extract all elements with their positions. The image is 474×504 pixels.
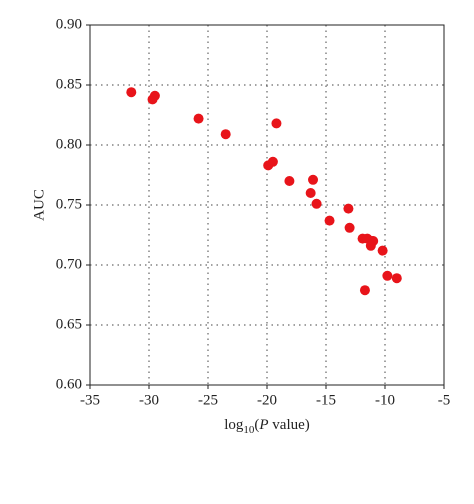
y-axis-label: AUC [31, 189, 47, 221]
point [344, 222, 355, 233]
y-tick-label: 0.70 [56, 256, 82, 272]
point [377, 245, 388, 256]
point [365, 240, 376, 251]
x-tick-label: -10 [375, 392, 395, 408]
point [284, 176, 295, 186]
x-tick-label: -35 [80, 392, 100, 408]
x-label-part: ( [254, 417, 259, 433]
x-tick-label: -15 [316, 392, 336, 408]
x-axis-label: log10(P value) [224, 417, 310, 435]
point [220, 129, 231, 140]
x-tick-label: -5 [438, 392, 451, 408]
y-tick-label: 0.60 [56, 376, 82, 392]
plot-frame [89, 24, 445, 386]
y-tick-label: 0.65 [56, 316, 82, 332]
y-tick-label: 0.75 [56, 196, 82, 212]
x-tick-label: -20 [257, 392, 277, 408]
x-tick-label: -25 [198, 392, 218, 408]
x-label-sub: 10 [243, 424, 255, 436]
point [324, 215, 335, 226]
point [271, 118, 282, 129]
x-label-part: value) [269, 417, 310, 433]
point [311, 198, 322, 209]
y-tick-label: 0.80 [56, 136, 82, 152]
point [149, 90, 160, 101]
point [343, 203, 354, 214]
x-tick-label: -30 [139, 392, 159, 408]
point [126, 87, 137, 98]
point [359, 285, 370, 296]
point [267, 156, 278, 167]
y-tick-label: 0.85 [56, 76, 82, 92]
point [308, 174, 319, 185]
x-label-part: P [258, 417, 268, 433]
point [305, 188, 316, 198]
x-label-part: log [224, 417, 244, 433]
y-tick-label: 0.90 [56, 16, 82, 32]
point [391, 273, 402, 284]
point [382, 270, 393, 281]
point [193, 113, 204, 124]
